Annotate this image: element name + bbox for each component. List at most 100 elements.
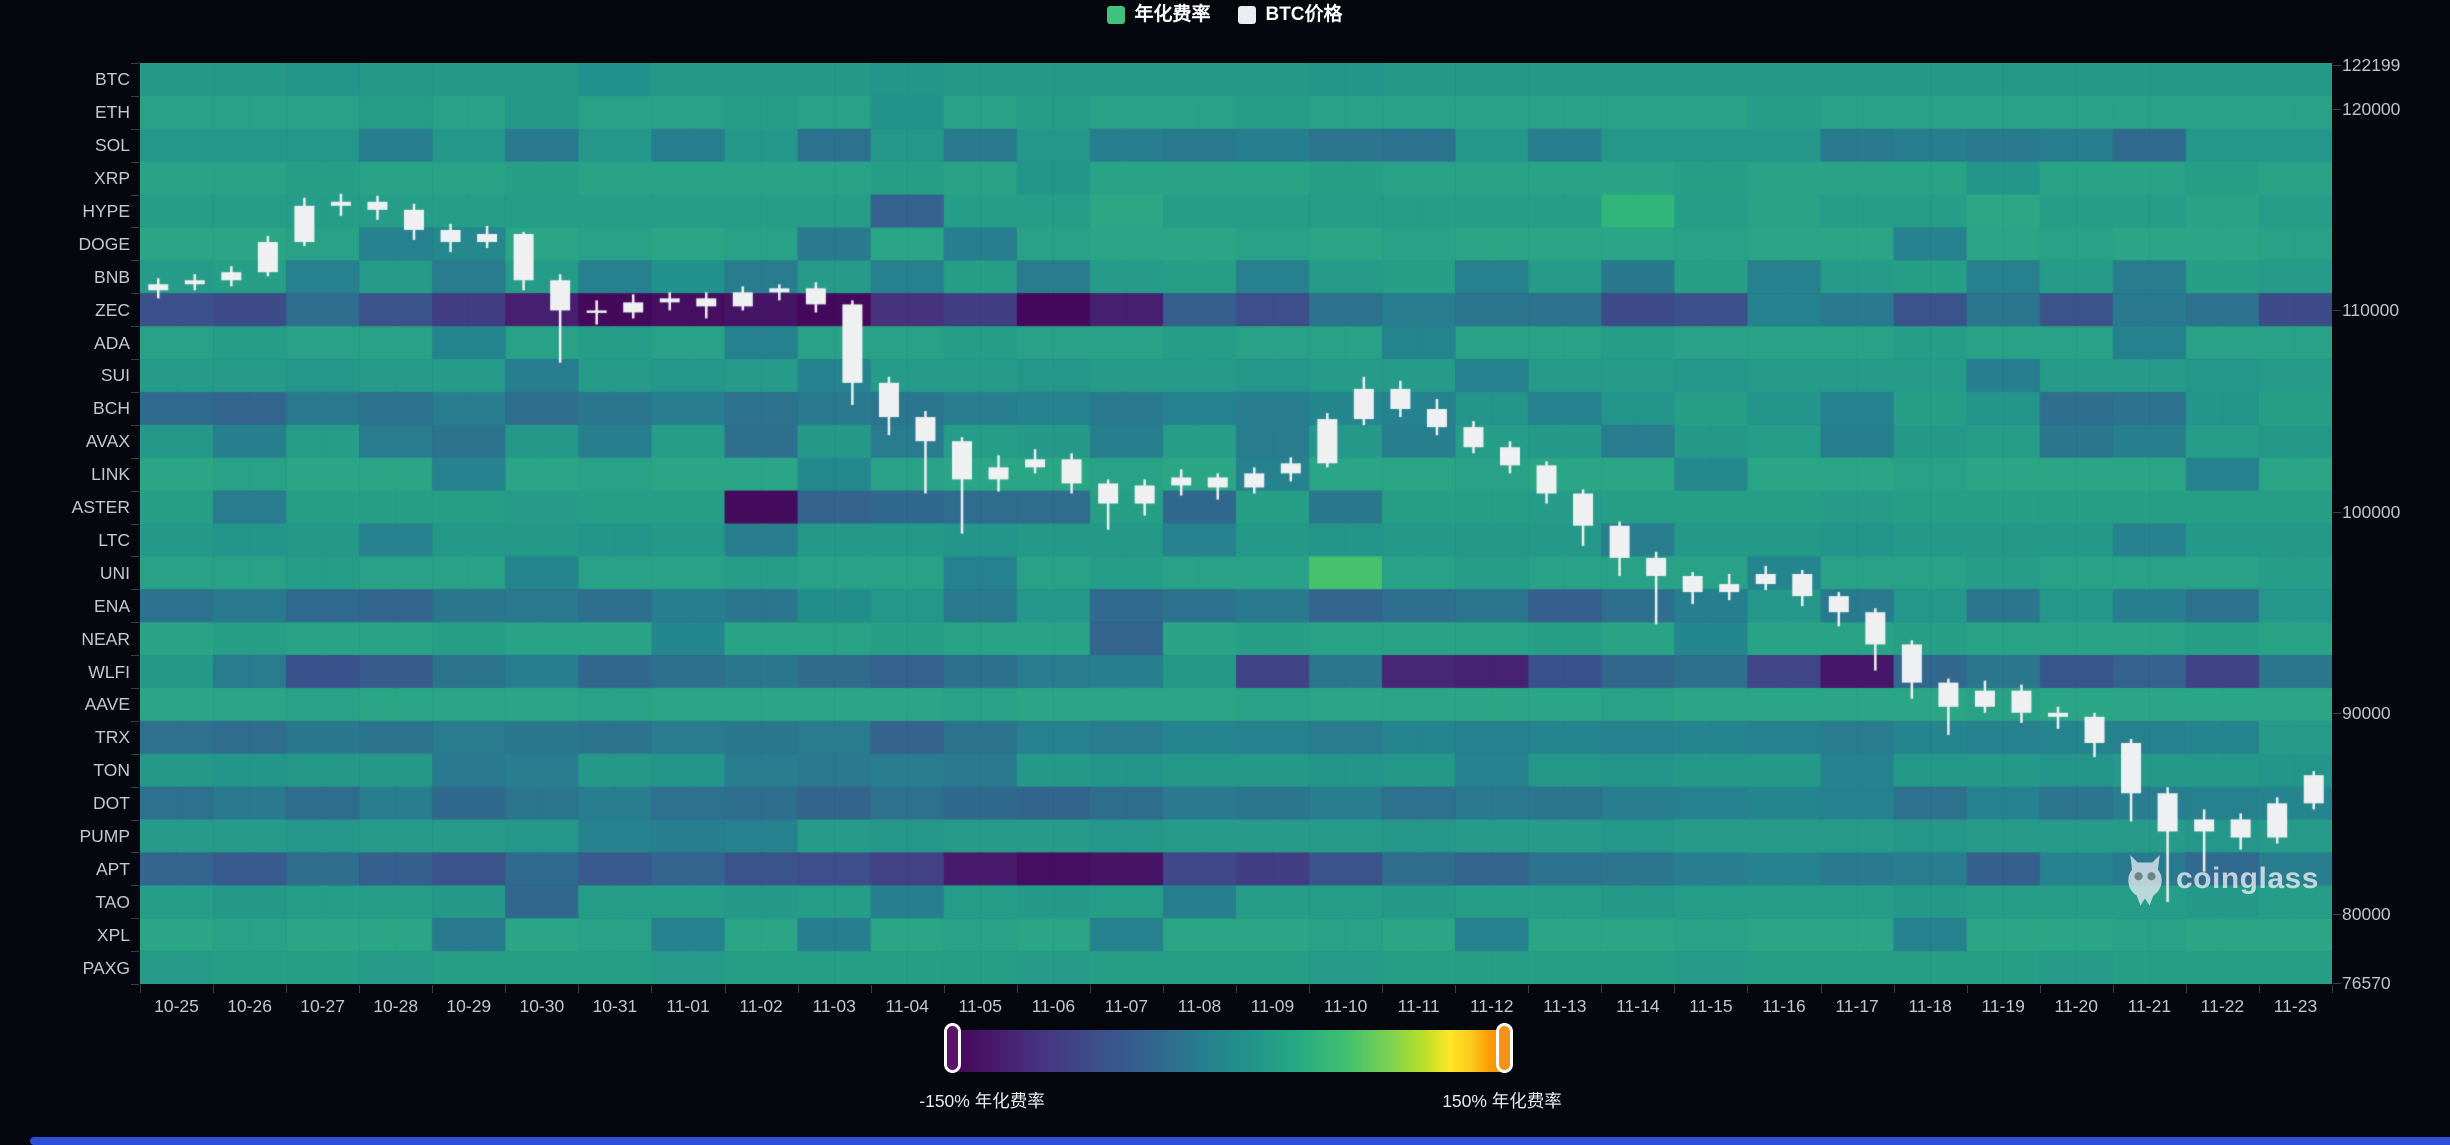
axis-tick — [359, 985, 361, 993]
legend: 年化费率 BTC价格 — [0, 2, 2450, 28]
axis-tick — [131, 260, 139, 262]
axis-tick — [432, 985, 434, 993]
axis-tick — [2333, 65, 2341, 66]
axis-tick — [943, 985, 945, 993]
axis-tick — [131, 753, 139, 755]
date-label: 10-27 — [300, 996, 346, 1016]
axis-tick — [2112, 985, 2114, 993]
legend-label-funding-rate: 年化费率 — [1134, 4, 1211, 25]
date-label: 11-20 — [2054, 996, 2098, 1016]
coinglass-watermark: coinglass — [2122, 850, 2319, 908]
axis-tick — [131, 63, 139, 64]
ticker-label: BTC — [95, 69, 130, 90]
axis-tick — [131, 687, 139, 689]
axis-tick — [131, 622, 139, 624]
date-label: 11-17 — [1835, 996, 1879, 1016]
axis-tick — [131, 786, 139, 788]
axis-tick — [131, 359, 139, 361]
ticker-label: ASTER — [71, 497, 130, 518]
color-scale-min-handle[interactable] — [944, 1023, 961, 1073]
color-scale: -150% 年化费率 150% 年化费率 — [919, 1023, 1562, 1120]
axis-tick — [724, 985, 726, 993]
axis-tick — [2258, 985, 2260, 993]
date-label: 11-03 — [812, 996, 856, 1016]
price-axis-label: 120000 — [2342, 99, 2401, 120]
axis-tick — [1820, 985, 1822, 993]
axis-tick — [505, 985, 507, 993]
heatmap-candlestick-canvas[interactable] — [140, 63, 2332, 984]
ticker-label: XRP — [94, 168, 130, 189]
date-label: 11-05 — [958, 996, 1002, 1016]
axis-tick — [131, 128, 139, 130]
axis-tick — [131, 951, 139, 953]
ticker-label: LTC — [98, 529, 130, 550]
axis-tick — [2333, 310, 2341, 312]
axis-tick — [797, 985, 799, 993]
date-label: 10-29 — [446, 996, 492, 1016]
color-scale-min-label: -150% 年化费率 — [919, 1091, 1045, 1111]
legend-item-funding-rate[interactable]: 年化费率 — [1107, 2, 1210, 28]
price-axis-label: 76570 — [2342, 973, 2391, 993]
axis-tick — [131, 655, 139, 657]
date-label: 11-02 — [739, 996, 783, 1016]
date-label: 10-25 — [154, 996, 199, 1016]
axis-tick — [131, 457, 139, 459]
date-label: 11-10 — [1323, 996, 1368, 1016]
ticker-label: AAVE — [84, 694, 130, 715]
ticker-label: TRX — [95, 727, 130, 748]
axis-tick — [213, 985, 215, 993]
axis-tick — [131, 720, 139, 722]
axis-tick — [1309, 985, 1311, 993]
ticker-label: BCH — [93, 398, 130, 419]
ticker-label: LINK — [91, 464, 130, 485]
axis-tick — [131, 227, 139, 229]
legend-item-btc-price[interactable]: BTC价格 — [1238, 2, 1343, 28]
axis-tick — [286, 985, 288, 993]
axis-tick — [1236, 985, 1237, 993]
axis-tick — [2333, 983, 2341, 984]
date-label: 11-04 — [885, 996, 929, 1016]
date-label: 11-09 — [1250, 996, 1295, 1016]
price-axis-label: 100000 — [2342, 501, 2401, 522]
axis-tick — [131, 523, 139, 525]
price-axis-label: 122199 — [2342, 55, 2401, 75]
axis-tick — [131, 918, 139, 920]
axis-tick — [2333, 109, 2341, 111]
horizontal-scrollbar[interactable] — [30, 1137, 2450, 1145]
axis-tick — [131, 589, 139, 591]
axis-tick — [131, 95, 139, 97]
axis-tick — [140, 985, 141, 993]
date-label: 10-28 — [373, 996, 419, 1016]
axis-tick — [131, 424, 139, 426]
axis-tick — [131, 984, 139, 985]
axis-tick — [131, 885, 139, 887]
ticker-label: XPL — [96, 924, 130, 945]
axis-tick — [131, 293, 139, 295]
axis-tick — [1016, 985, 1018, 993]
axis-tick — [1382, 985, 1384, 993]
axis-tick — [131, 161, 139, 163]
ticker-label: BNB — [94, 266, 130, 287]
axis-tick — [2039, 985, 2041, 993]
ticker-label: TON — [93, 760, 130, 781]
ticker-label: SOL — [94, 135, 130, 156]
color-scale-bar[interactable] — [952, 1030, 1505, 1072]
date-label: 11-11 — [1397, 996, 1440, 1016]
axis-tick — [1455, 985, 1457, 993]
date-label: 10-31 — [592, 996, 638, 1016]
axis-tick — [1601, 985, 1603, 993]
color-scale-max-handle[interactable] — [1496, 1023, 1513, 1073]
date-label: 11-06 — [1031, 996, 1076, 1016]
date-label: 11-08 — [1177, 996, 1222, 1016]
ticker-label: HYPE — [82, 201, 130, 222]
ticker-label: ETH — [95, 102, 130, 123]
price-axis-label: 110000 — [2342, 300, 2400, 321]
axis-tick — [131, 194, 139, 196]
axis-tick — [131, 490, 139, 492]
ticker-label: DOT — [93, 793, 130, 814]
date-label: 11-13 — [1543, 996, 1587, 1016]
axis-tick — [2333, 511, 2341, 513]
axis-tick — [651, 985, 653, 993]
date-label: 11-16 — [1762, 996, 1806, 1016]
price-axis-label: 80000 — [2342, 903, 2391, 924]
